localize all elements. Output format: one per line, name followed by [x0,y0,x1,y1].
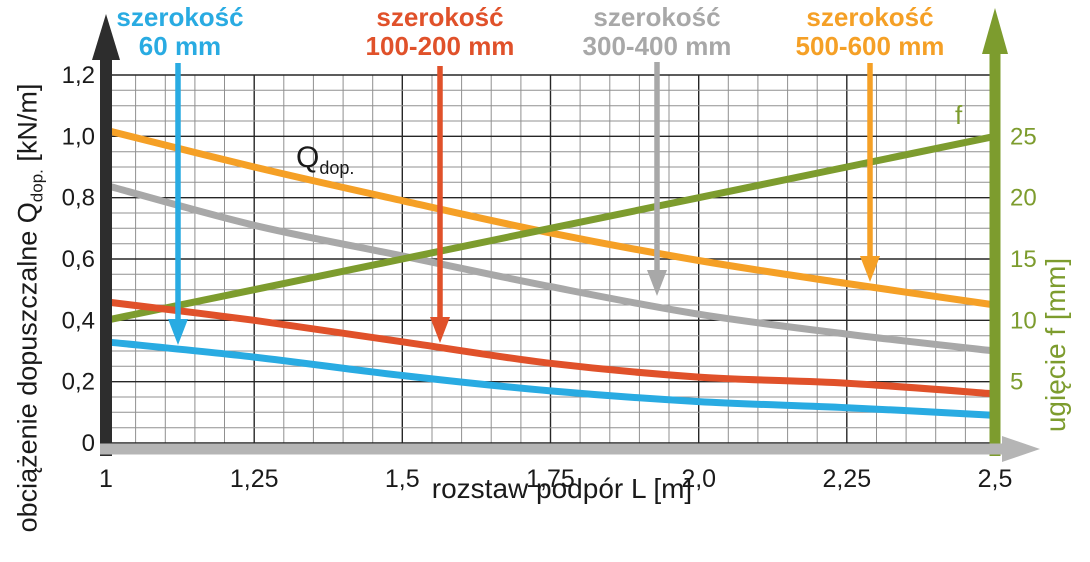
x-tick-label: 1,5 [385,465,420,493]
right-tick-label: 25 [1010,123,1037,150]
series-curves [105,126,996,419]
left-tick-label: 1,2 [62,62,95,89]
legend-line: 100-200 mm [365,31,515,61]
legend-line: 500-600 mm [795,31,945,61]
left-tick-label: 0,4 [62,307,95,334]
x-axis-arrowhead [1002,436,1040,462]
right-tick-label: 5 [1010,369,1023,396]
x-tick-label: 1 [99,465,113,493]
left-tick-label: 0 [82,430,95,457]
legend-arrow-head [430,317,450,343]
legend-item-500-600mm: szerokość 500-600 mm [750,3,990,61]
x-tick-label: 2,25 [822,465,871,493]
left-axis-line [100,56,112,456]
legend-arrow-head [168,319,188,345]
legend-line: szerokość [376,2,504,32]
legend-arrow-head [647,270,667,296]
left-tick-label: 1,0 [62,123,95,150]
legend-item-300-400mm: szerokość 300-400 mm [537,3,777,61]
left-axis-title-unit: [kN/m] [12,83,43,170]
axes [92,8,1040,462]
tick-labels: 1,2 1,0 0,8 0,6 0,4 0,2 0 25 20 15 10 5 1 1,25 1,5 1,75… [62,62,1037,493]
left-axis-arrowhead [92,14,120,60]
x-axis-line [100,443,1002,455]
f-curve-label: f [955,100,963,130]
legend-line: szerokość [116,2,244,32]
legend-arrow-head [860,256,880,282]
x-axis-title: rozstaw podpór L [m] [431,473,693,504]
series-curve-0 [105,126,996,309]
series-curve-3 [105,298,996,398]
left-tick-label: 0,8 [62,185,95,212]
left-axis-title-text: obciążenie dopuszczalne Q [12,202,43,533]
x-tick-label: 1,25 [230,465,279,493]
series-curve-2 [105,132,996,324]
right-axis-arrowhead [982,8,1008,54]
x-tick-label: 2,0 [681,465,716,493]
left-axis-title: obciążenie dopuszczalne Qdop. [kN/m] [12,84,47,533]
left-axis-title-sub: dop. [27,169,47,203]
qdop-curve-label: Qdop. [296,141,354,179]
qdop-sub: dop. [319,158,355,178]
right-tick-label: 20 [1010,185,1037,212]
right-tick-label: 10 [1010,307,1037,334]
legend-item-100-200mm: szerokość 100-200 mm [320,3,560,61]
series-curve-4 [105,338,996,419]
x-tick-label: 1,75 [526,465,575,493]
left-tick-label: 0,2 [62,369,95,396]
legend-line: 60 mm [138,31,222,61]
qdop-main: Q [296,141,320,174]
left-tick-label: 0,6 [62,246,95,273]
right-axis-line [989,50,1001,456]
right-axis-title: ugięcie f [mm] [1040,257,1071,433]
legend-line: 300-400 mm [582,31,732,61]
legend-line: szerokość [806,2,934,32]
legend-line: szerokość [593,2,721,32]
legend-pointer-arrows [168,62,880,345]
legend-item-60mm: szerokość 60 mm [60,3,300,61]
series-curve-1 [105,182,996,355]
x-tick-label: 2,5 [978,465,1013,493]
right-tick-label: 15 [1010,246,1037,273]
